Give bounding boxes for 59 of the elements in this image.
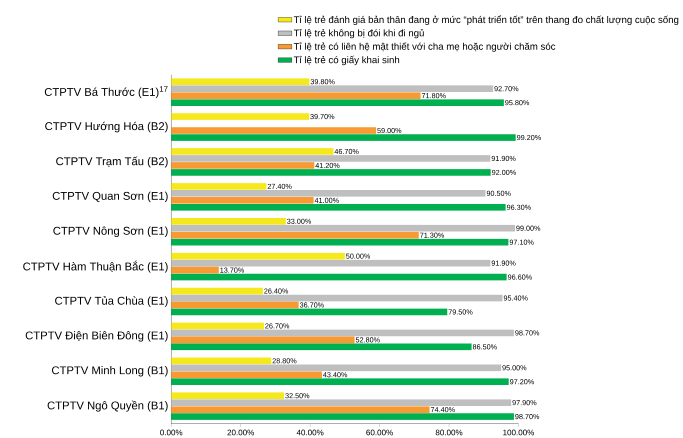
bar: [171, 344, 472, 350]
bar: [171, 169, 491, 176]
bar: [171, 155, 490, 162]
bar: [171, 288, 263, 294]
bar: [171, 224, 515, 232]
bar: [171, 78, 310, 86]
bar: [171, 183, 266, 190]
legend-label: Tỉ lệ trẻ có liên hệ mật thiết với cha mẹ hoặc người chăm sóc: [294, 42, 556, 52]
bar: [171, 190, 486, 197]
bar: [171, 336, 355, 344]
y-tick-label: CTPTV Ngô Quyền (B1): [48, 400, 168, 412]
bar: [171, 238, 508, 246]
bar: [171, 232, 419, 238]
bar: [171, 322, 264, 330]
bar: [171, 85, 494, 92]
bar: [171, 357, 272, 364]
bar: [171, 392, 284, 399]
legend-label: Tỉ lệ trẻ đánh giá bản thân đang ở mức “phát triển tốt” trên thang đo chất lượng cuộc sống: [294, 15, 678, 25]
legend-label: Tỉ lệ trẻ không bị đói khi đi ngủ: [294, 28, 424, 38]
legend-label: Tỉ lệ trẻ có giấy khai sinh: [294, 56, 400, 66]
y-tick-label: CTPTV Tủa Chùa (E1): [55, 296, 168, 307]
x-tick-label: 0.00%: [160, 430, 182, 436]
bar: [171, 302, 299, 308]
bar: [171, 399, 512, 406]
x-tick-label: 60.00%: [366, 430, 393, 436]
y-tick-label: CTPTV Bá Thước (E1)$^{17}$: [44, 86, 168, 98]
bar: [171, 127, 376, 134]
bar: [171, 204, 506, 211]
y-tick-label: CTPTV Hướng Hóa (B2): [45, 122, 168, 132]
bar: [171, 371, 322, 378]
x-tick-label: 80.00%: [436, 430, 462, 436]
bar: [171, 196, 314, 204]
bar: [171, 148, 334, 155]
bar: [171, 113, 310, 120]
bar: [171, 162, 314, 169]
x-tick-label: 20.00%: [227, 430, 254, 436]
bar: [171, 99, 504, 106]
x-tick-label: 100.00%: [503, 430, 534, 436]
x-tick-label: 40.00%: [296, 430, 324, 436]
y-tick-label: CTPTV Nông Sơn (E1): [53, 226, 168, 237]
bar: [171, 266, 219, 274]
bar: [171, 413, 514, 420]
bar: [171, 364, 502, 372]
bar: [171, 308, 448, 316]
y-tick-label: CTPTV Hàm Thuận Bắc (E1): [23, 260, 168, 273]
bar: [171, 218, 286, 225]
bar: [171, 260, 490, 266]
bar: [171, 134, 516, 141]
y-tick-label: CTPTV Trạm Tấu (B2): [56, 156, 168, 168]
bar: [171, 252, 345, 260]
bar: [171, 330, 514, 336]
bar: [171, 274, 507, 280]
y-tick-label: CTPTV Minh Long (B1): [52, 366, 168, 376]
bar: [171, 294, 502, 302]
y-tick-label: CTPTV Quan Sơn (E1): [52, 192, 168, 202]
bar: [171, 406, 430, 413]
y-tick-label: CTPTV Điện Biên Đông (E1): [26, 331, 168, 342]
bar: [171, 378, 509, 386]
bar: [171, 92, 421, 99]
